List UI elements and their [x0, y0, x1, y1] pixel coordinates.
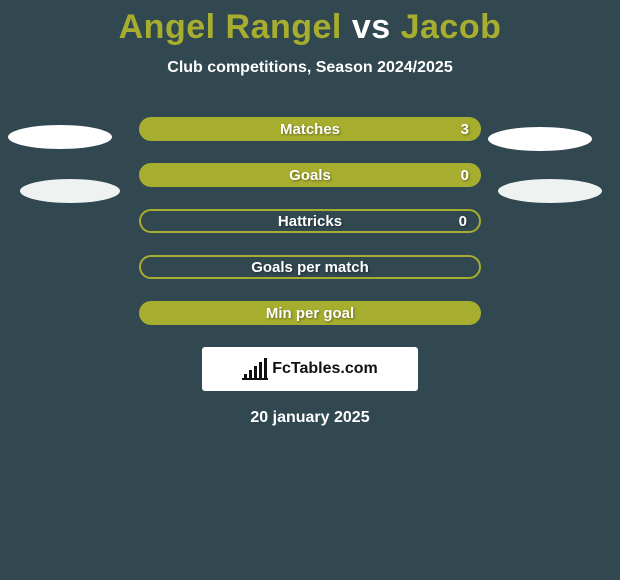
decorative-ellipse [498, 179, 602, 203]
player1-name: Angel Rangel [119, 8, 342, 46]
page-title: Angel Rangel vs Jacob [0, 0, 620, 47]
logo-text: FcTables.com [272, 360, 378, 378]
stat-label: Matches [139, 121, 481, 138]
vs-text: vs [352, 8, 391, 46]
logo: FcTables.com [242, 358, 378, 380]
logo-box[interactable]: FcTables.com [202, 347, 418, 391]
decorative-ellipse [8, 125, 112, 149]
stat-row: Min per goal [0, 301, 620, 325]
date-text: 20 january 2025 [0, 409, 620, 427]
stat-label: Goals [139, 167, 481, 184]
stat-value: 0 [461, 167, 469, 184]
subtitle: Club competitions, Season 2024/2025 [0, 59, 620, 77]
stat-row: Hattricks0 [0, 209, 620, 233]
bar-chart-icon [242, 358, 268, 380]
stat-label: Min per goal [139, 305, 481, 322]
stat-bar: Goals per match [139, 255, 481, 279]
stat-bar: Hattricks0 [139, 209, 481, 233]
stat-bar: Matches3 [139, 117, 481, 141]
stat-label: Goals per match [141, 259, 479, 276]
decorative-ellipse [488, 127, 592, 151]
stat-value: 0 [459, 213, 467, 230]
stat-bar: Goals0 [139, 163, 481, 187]
decorative-ellipse [20, 179, 120, 203]
stat-bar: Min per goal [139, 301, 481, 325]
player2-name: Jacob [401, 8, 502, 46]
stat-label: Hattricks [141, 213, 479, 230]
stat-row: Goals per match [0, 255, 620, 279]
stat-value: 3 [461, 121, 469, 138]
